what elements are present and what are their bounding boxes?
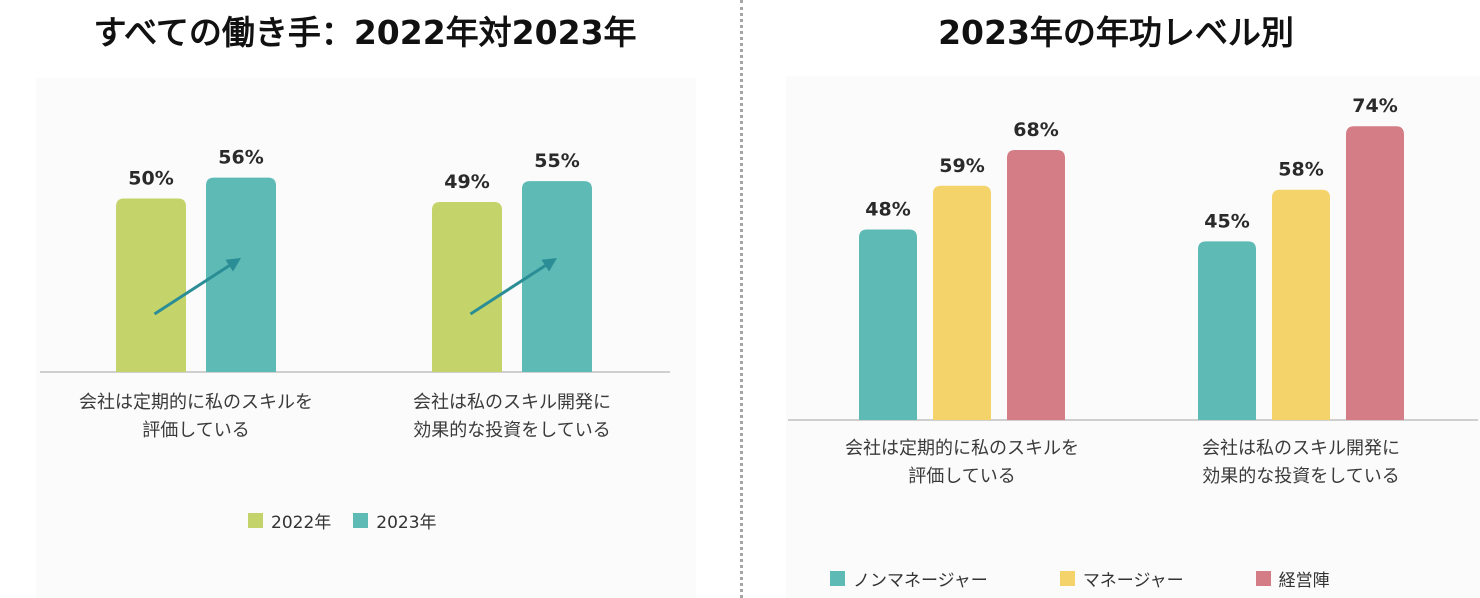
panel-divider bbox=[740, 0, 743, 598]
category-label: 評価している bbox=[142, 420, 249, 441]
chart-panel-all-workers: すべての働き手：2022年対2023年 50% 56% 会社は定期的に私のスキルを評… bbox=[0, 0, 730, 598]
legend-swatch bbox=[1255, 571, 1271, 586]
data-label: 74% bbox=[1352, 95, 1397, 117]
trend-arrow-head bbox=[541, 258, 557, 272]
chart-panel-seniority: 2023年の年功レベル別 48% 59% 68% 会社は定期的に私のスキルを 評価してい… bbox=[752, 0, 1480, 598]
category-label: 評価している bbox=[908, 466, 1015, 487]
chart-title: すべての働き手：2022年対2023年 bbox=[93, 13, 637, 52]
legend-swatch bbox=[248, 513, 263, 528]
bar bbox=[1007, 150, 1065, 421]
bar bbox=[1198, 241, 1256, 420]
trend-arrow bbox=[469, 264, 547, 316]
legend-item: 2023年 bbox=[353, 508, 437, 533]
category-label: 会社は私のスキル開発に bbox=[1202, 438, 1400, 459]
legend-label: マネージャー bbox=[1082, 571, 1184, 591]
bar bbox=[432, 201, 502, 372]
legend-label: 2022年 bbox=[271, 513, 332, 533]
legend-swatch bbox=[830, 571, 845, 586]
data-label: 49% bbox=[444, 171, 489, 193]
legend-label: ノンマネージャー bbox=[853, 571, 988, 591]
data-label: 45% bbox=[1204, 210, 1249, 232]
data-label: 59% bbox=[939, 155, 984, 177]
category-label: 会社は定期的に私のスキルを bbox=[845, 438, 1079, 459]
bar bbox=[206, 177, 276, 372]
data-label: 58% bbox=[1278, 159, 1323, 181]
legend-label: 2023年 bbox=[376, 513, 437, 533]
bar bbox=[933, 185, 991, 420]
category-label: 効果的な投資をしている bbox=[1202, 466, 1399, 487]
data-label: 55% bbox=[534, 150, 579, 172]
legend-item: マネージャー bbox=[1059, 566, 1184, 591]
chart-legend: 2022年 2023年 bbox=[248, 508, 437, 533]
bar bbox=[116, 198, 186, 372]
legend-label: 経営陣 bbox=[1278, 571, 1330, 591]
bar bbox=[859, 229, 917, 420]
trend-arrow bbox=[153, 264, 231, 316]
legend-item: 経営陣 bbox=[1255, 566, 1330, 591]
legend-swatch bbox=[353, 513, 369, 528]
bar bbox=[1272, 189, 1330, 420]
trend-arrow-head bbox=[225, 258, 241, 272]
legend-swatch bbox=[1059, 571, 1075, 586]
legend-item: ノンマネージャー bbox=[830, 566, 988, 591]
category-label: 会社は私のスキル開発に bbox=[413, 392, 611, 413]
legend-item: 2022年 bbox=[248, 508, 331, 533]
data-label: 50% bbox=[128, 168, 173, 190]
category-label: 効果的な投資をしている bbox=[413, 420, 610, 441]
data-label: 48% bbox=[865, 198, 910, 220]
data-label: 56% bbox=[218, 147, 263, 169]
bar bbox=[522, 181, 592, 372]
chart-title: 2023年の年功レベル別 bbox=[938, 13, 1294, 52]
bar bbox=[1346, 126, 1404, 420]
data-label: 68% bbox=[1013, 119, 1058, 141]
category-label: 会社は定期的に私のスキルを bbox=[79, 392, 313, 413]
chart-legend: ノンマネージャー マネージャー 経営陣 bbox=[830, 566, 1330, 591]
